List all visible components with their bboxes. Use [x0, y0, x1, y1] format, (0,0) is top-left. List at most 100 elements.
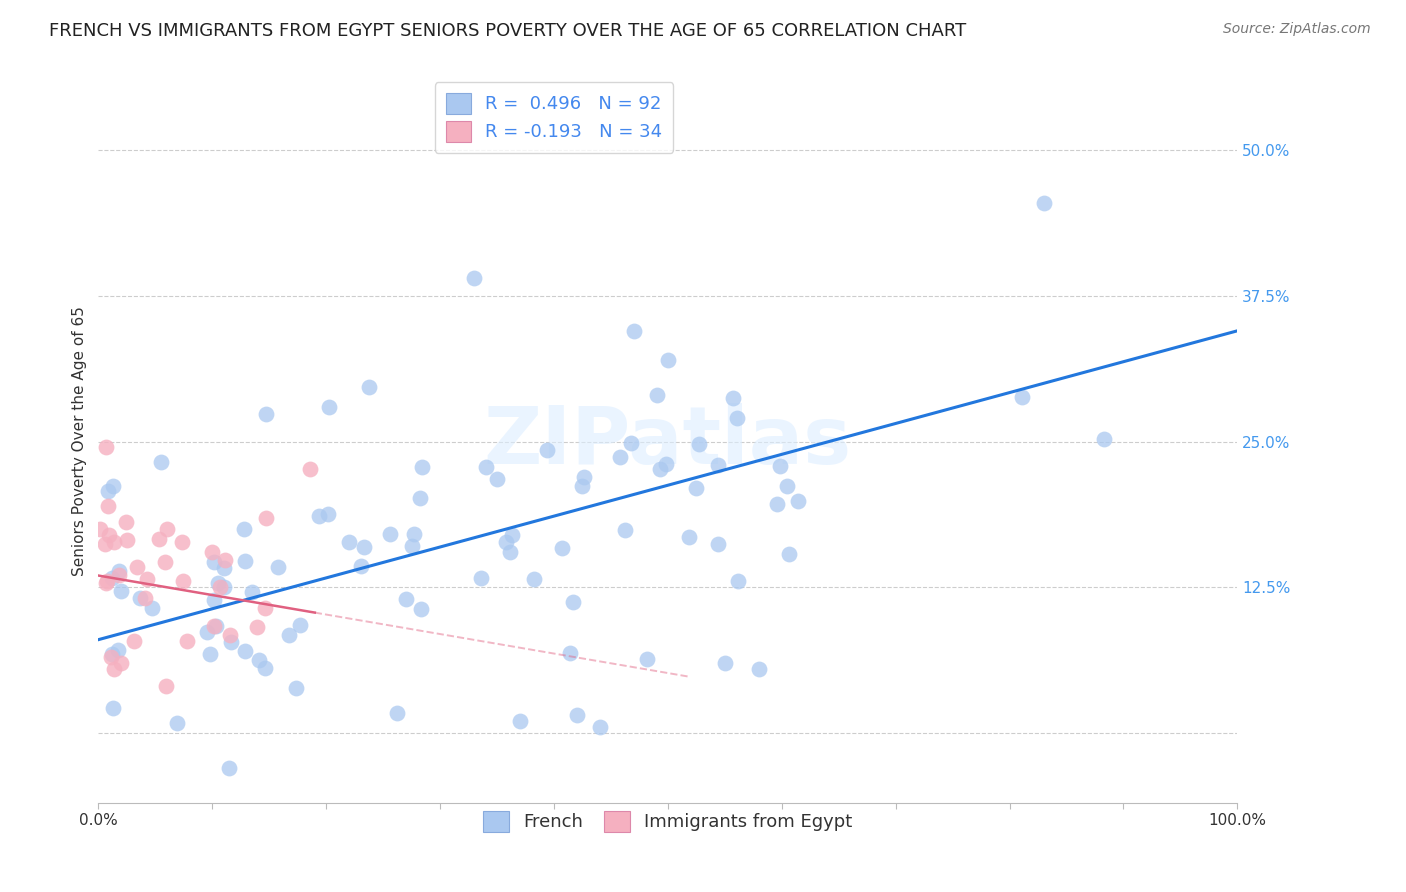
- Point: [688, 437, 710, 451]
- Point: [115, 515, 138, 529]
- Legend: French, Immigrants from Egypt: French, Immigrants from Egypt: [474, 802, 862, 841]
- Point: [298, 461, 321, 475]
- Point: [768, 459, 790, 474]
- Point: [685, 481, 707, 495]
- Point: [1032, 195, 1054, 210]
- Point: [359, 380, 381, 394]
- Point: [620, 436, 643, 450]
- Point: [463, 271, 485, 285]
- Point: [316, 507, 339, 521]
- Point: [247, 653, 270, 667]
- Point: [509, 714, 531, 729]
- Point: [536, 442, 558, 457]
- Point: [103, 662, 125, 676]
- Point: [156, 522, 179, 536]
- Point: [551, 541, 574, 555]
- Point: [212, 580, 235, 594]
- Point: [278, 628, 301, 642]
- Point: [176, 634, 198, 648]
- Point: [256, 511, 278, 525]
- Point: [155, 679, 177, 693]
- Point: [318, 400, 340, 414]
- Point: [89, 522, 111, 536]
- Point: [202, 555, 225, 569]
- Point: [475, 460, 498, 475]
- Point: [110, 584, 132, 599]
- Point: [350, 559, 373, 574]
- Point: [787, 493, 810, 508]
- Point: [166, 716, 188, 731]
- Point: [218, 761, 240, 775]
- Point: [96, 441, 118, 455]
- Point: [153, 555, 176, 569]
- Point: [401, 540, 423, 554]
- Point: [748, 662, 770, 676]
- Point: [1011, 390, 1033, 404]
- Text: ZIPatlas: ZIPatlas: [484, 402, 852, 481]
- Point: [721, 392, 744, 406]
- Point: [267, 560, 290, 574]
- Point: [776, 478, 799, 492]
- Point: [134, 591, 156, 605]
- Point: [136, 573, 159, 587]
- Point: [207, 575, 229, 590]
- Point: [486, 472, 509, 486]
- Point: [560, 646, 582, 660]
- Point: [101, 648, 124, 662]
- Point: [103, 479, 125, 493]
- Point: [254, 661, 277, 675]
- Point: [115, 533, 138, 547]
- Point: [214, 561, 236, 575]
- Point: [208, 580, 231, 594]
- Point: [657, 353, 679, 368]
- Point: [198, 647, 221, 661]
- Point: [97, 484, 120, 499]
- Point: [129, 591, 152, 605]
- Point: [727, 574, 749, 589]
- Point: [98, 528, 121, 542]
- Point: [94, 576, 117, 591]
- Point: [1092, 432, 1115, 446]
- Point: [202, 619, 225, 633]
- Point: [411, 602, 433, 616]
- Point: [571, 479, 593, 493]
- Point: [290, 618, 312, 632]
- Point: [125, 559, 148, 574]
- Point: [648, 462, 671, 476]
- Point: [202, 593, 225, 607]
- Point: [233, 522, 256, 536]
- Point: [501, 528, 523, 542]
- Point: [246, 620, 269, 634]
- Point: [110, 656, 132, 670]
- Point: [96, 574, 118, 589]
- Point: [614, 523, 637, 537]
- Point: [402, 526, 425, 541]
- Point: [214, 553, 236, 567]
- Point: [353, 540, 375, 554]
- Point: [308, 509, 330, 524]
- Point: [122, 634, 145, 648]
- Point: [645, 388, 668, 402]
- Point: [714, 656, 737, 670]
- Point: [385, 706, 408, 720]
- Point: [495, 535, 517, 549]
- Point: [201, 545, 224, 559]
- Point: [725, 410, 748, 425]
- Text: FRENCH VS IMMIGRANTS FROM EGYPT SENIORS POVERTY OVER THE AGE OF 65 CORRELATION C: FRENCH VS IMMIGRANTS FROM EGYPT SENIORS …: [49, 22, 966, 40]
- Point: [148, 532, 170, 546]
- Point: [94, 536, 117, 550]
- Point: [240, 585, 263, 599]
- Point: [609, 450, 631, 464]
- Point: [96, 499, 118, 513]
- Point: [233, 554, 256, 568]
- Point: [766, 498, 789, 512]
- Point: [219, 635, 242, 649]
- Point: [170, 535, 193, 549]
- Point: [233, 643, 256, 657]
- Y-axis label: Seniors Poverty Over the Age of 65: Seniors Poverty Over the Age of 65: [72, 307, 87, 576]
- Text: Source: ZipAtlas.com: Source: ZipAtlas.com: [1223, 22, 1371, 37]
- Point: [588, 720, 610, 734]
- Point: [284, 681, 307, 695]
- Point: [707, 537, 730, 551]
- Point: [655, 457, 678, 471]
